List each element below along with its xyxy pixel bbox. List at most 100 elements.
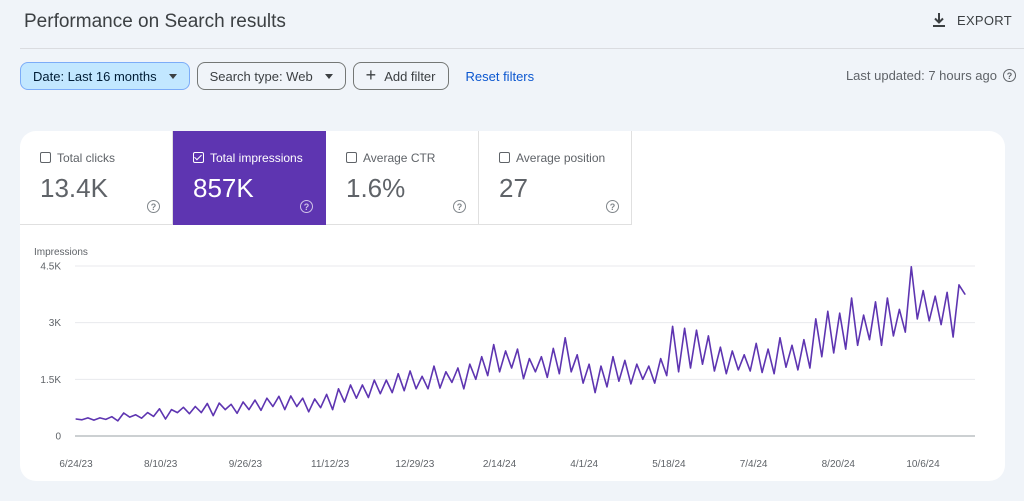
data-point [87, 417, 89, 419]
export-button[interactable]: EXPORT [931, 12, 1012, 28]
data-point [612, 356, 614, 358]
x-tick-label: 7/4/24 [740, 459, 768, 470]
data-point [845, 348, 847, 350]
metric-total-clicks[interactable]: Total clicks 13.4K ? [20, 131, 173, 225]
help-circle-icon[interactable]: ? [147, 200, 160, 213]
metric-value: 1.6% [346, 173, 406, 203]
data-point [713, 370, 716, 372]
data-point [373, 379, 375, 381]
y-tick-label: 3K [49, 318, 62, 329]
data-point [75, 418, 77, 420]
x-tick-label: 5/18/24 [652, 459, 686, 470]
data-point [200, 412, 202, 414]
data-point [111, 416, 113, 418]
data-point [475, 378, 477, 380]
data-point [433, 365, 435, 367]
reset-filters-link[interactable]: Reset filters [465, 68, 535, 84]
metric-average-ctr[interactable]: Average CTR 1.6% ? [326, 131, 479, 225]
data-point [403, 390, 405, 392]
data-point [827, 310, 829, 312]
metric-label: Total impressions [210, 151, 303, 165]
help-circle-icon[interactable]: ? [453, 200, 466, 213]
data-point [695, 329, 698, 331]
data-point [791, 344, 793, 346]
metric-total-impressions[interactable]: Total impressions 857K ? [173, 131, 326, 225]
data-point [779, 337, 781, 339]
data-point [809, 367, 811, 369]
search-type-chip[interactable]: Search type: Web [196, 62, 346, 90]
help-circle-icon[interactable]: ? [1003, 69, 1016, 82]
data-point [534, 371, 537, 373]
help-circle-icon[interactable]: ? [606, 200, 619, 213]
data-point [725, 373, 727, 375]
data-point [719, 346, 722, 348]
metric-checkbox[interactable] [499, 152, 510, 163]
metric-checkbox[interactable] [193, 152, 204, 163]
data-point [81, 419, 83, 421]
data-point [260, 409, 262, 411]
data-point [821, 356, 823, 358]
search-type-label: Search type: Web [209, 68, 313, 84]
metric-checkbox[interactable] [40, 152, 51, 163]
metric-average-position[interactable]: Average position 27 ? [479, 131, 632, 225]
data-point [236, 412, 238, 414]
data-point [743, 354, 745, 356]
add-filter-button[interactable]: + Add filter [352, 62, 449, 90]
data-point [630, 383, 632, 385]
date-filter-label: Date: Last 16 months [33, 68, 157, 84]
performance-card: Total clicks 13.4K ? Total impressions 8… [20, 131, 1005, 481]
data-point [445, 371, 447, 373]
data-point [141, 417, 143, 419]
filter-bar: Date: Last 16 months Search type: Web + … [20, 62, 534, 90]
data-point [666, 375, 668, 377]
data-point [761, 371, 763, 374]
x-tick-label: 11/12/23 [311, 459, 350, 470]
data-point [749, 370, 751, 372]
data-point [689, 367, 692, 369]
data-point [182, 406, 184, 408]
data-point [361, 384, 363, 386]
page-title: Performance on Search results [24, 11, 286, 32]
data-point [618, 380, 620, 382]
data-point [767, 348, 769, 350]
data-point [958, 284, 960, 286]
data-point [194, 405, 196, 408]
data-point [302, 397, 304, 399]
data-point [797, 369, 799, 371]
x-tick-label: 10/6/24 [906, 459, 940, 470]
data-point [451, 381, 453, 383]
data-point [785, 366, 787, 368]
data-point [707, 335, 710, 337]
data-point [487, 375, 489, 377]
data-point [117, 420, 119, 422]
data-point [105, 418, 107, 420]
metric-checkbox[interactable] [346, 152, 357, 163]
data-point [278, 395, 280, 397]
data-point [540, 356, 543, 358]
date-filter-chip[interactable]: Date: Last 16 months [20, 62, 190, 90]
data-point [851, 297, 853, 299]
data-point [129, 416, 131, 418]
y-axis-label: Impressions [34, 247, 88, 258]
data-point [379, 393, 381, 395]
data-point [266, 397, 268, 399]
data-point [170, 409, 173, 411]
data-point [803, 339, 805, 341]
help-circle-icon[interactable]: ? [300, 200, 313, 213]
y-tick-label: 4.5K [40, 262, 61, 273]
data-point [678, 371, 680, 373]
x-tick-label: 9/26/23 [229, 459, 263, 470]
data-point [188, 413, 190, 415]
data-point [230, 403, 232, 405]
data-point [385, 379, 387, 381]
data-point [427, 388, 429, 390]
data-point [600, 365, 602, 367]
x-tick-label: 4/1/24 [570, 459, 598, 470]
data-point [737, 369, 739, 371]
x-tick-label: 6/24/23 [59, 459, 93, 470]
data-point [916, 318, 918, 320]
data-point [332, 409, 334, 411]
plus-icon: + [365, 65, 377, 85]
data-point [815, 318, 817, 320]
caret-down-icon [324, 73, 333, 79]
